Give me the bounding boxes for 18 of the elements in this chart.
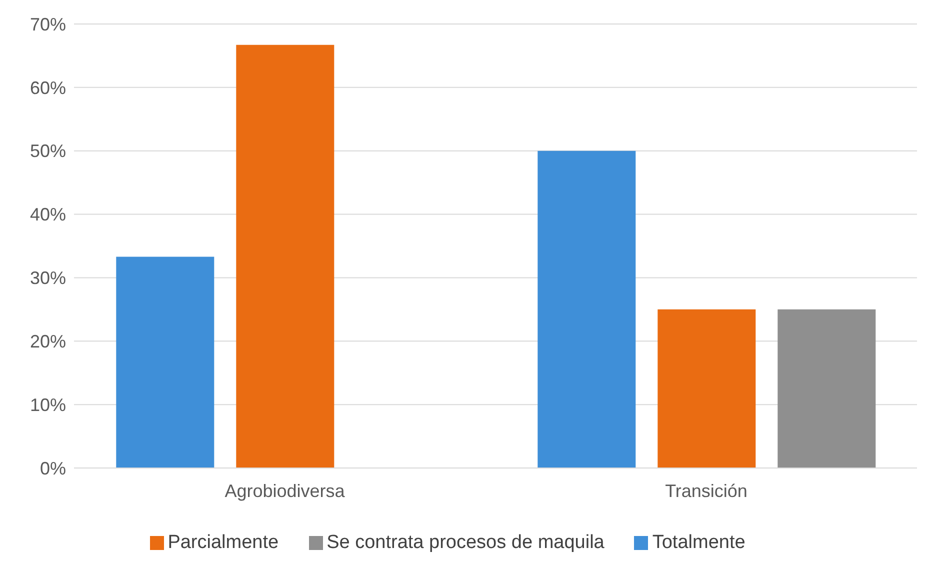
bar bbox=[778, 309, 876, 468]
x-tick-label: Agrobiodiversa bbox=[224, 480, 346, 501]
legend-label: Parcialmente bbox=[168, 532, 279, 553]
y-tick-label: 50% bbox=[30, 141, 66, 162]
y-tick-label: 40% bbox=[30, 204, 66, 225]
y-tick-label: 30% bbox=[30, 268, 66, 288]
bar bbox=[538, 150, 636, 468]
bar bbox=[236, 44, 334, 468]
y-tick-label: 0% bbox=[40, 458, 66, 478]
y-tick-label: 60% bbox=[30, 78, 66, 98]
legend-label: Se contrata procesos de maquila bbox=[326, 532, 604, 553]
y-tick-label: 70% bbox=[30, 14, 66, 34]
y-tick-label: 20% bbox=[30, 332, 66, 352]
legend-label: Totalmente bbox=[652, 532, 746, 553]
bar bbox=[658, 309, 756, 468]
x-tick-label: Transición bbox=[665, 480, 748, 501]
y-tick-label: 10% bbox=[30, 394, 66, 415]
bar bbox=[116, 256, 214, 468]
